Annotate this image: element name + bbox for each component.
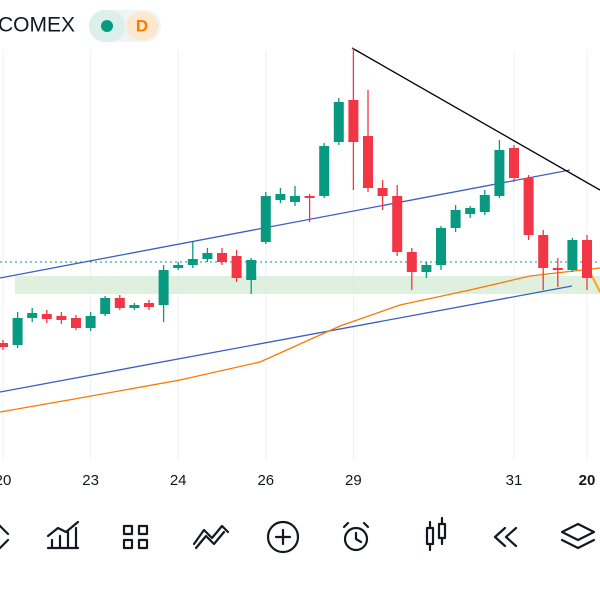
toolbar-layouts[interactable] [122,524,149,550]
candle-body [465,208,476,214]
status-dot [101,20,113,32]
moving-average [0,267,600,413]
trend-line [351,47,600,191]
toolbar-back[interactable] [0,524,10,550]
candle-body [187,259,198,265]
candle-body [450,210,461,228]
candle-body [363,136,373,188]
toolbar-add-plus [274,528,292,546]
symbol-exchange: COMEX [0,14,75,37]
candles [0,48,592,350]
candle-body [217,253,227,262]
candle-body [421,265,432,272]
candle-body [509,148,519,178]
toolbar [0,516,596,554]
toolbar-drawings[interactable] [192,524,230,550]
candle-body [348,100,359,142]
candle-body [12,318,23,345]
candle-body [538,235,549,268]
candle-body [406,252,417,272]
channel-upper [0,169,571,279]
x-tick-label: 24 [170,472,187,489]
x-tick-label: 29 [345,472,362,489]
x-tick-label: 26 [257,472,274,489]
toolbar-add[interactable] [266,520,300,554]
x-tick-label: 31 [506,472,523,489]
candle-body [129,305,140,308]
x-axis: 20 23 24 26 29 31 20 [0,472,595,489]
candle-body [173,265,184,268]
candle-body [158,270,169,305]
candle-body [523,178,534,235]
candle-body [582,240,592,278]
candle-body [41,314,52,319]
candle-body [56,316,67,320]
support-zone [15,276,600,294]
candle-body [260,196,271,242]
candle-body [71,318,81,328]
x-tick-label: 20 [0,472,11,489]
interval-label: D [136,16,148,35]
candle-body [202,253,213,259]
toolbar-alert-hands [342,521,370,544]
toolbar-objects[interactable] [560,522,596,550]
candle-body [85,316,96,328]
candle-body [319,146,330,196]
toolbar-alert[interactable] [343,526,369,552]
candle-body [246,260,257,280]
candle-body [552,268,563,270]
channel-lower [0,285,573,393]
candle-body [377,188,388,196]
candle-body [0,343,8,347]
candle-body [114,298,125,308]
candle-body [100,298,111,314]
candle-body [144,303,154,307]
toolbar-replay[interactable] [493,526,518,548]
candle-body [436,228,446,265]
toolbar-indicators[interactable] [46,520,80,550]
candle-body [494,150,505,196]
candle-body [479,195,490,212]
x-tick-label: 20 [579,472,596,489]
candle-body [333,102,344,142]
plot-area [2,50,588,460]
candle-body [392,196,403,252]
candle-body [275,194,286,200]
candle-body [304,196,315,198]
x-tick-label: 23 [82,472,99,489]
candle-body [231,256,242,278]
candle-body [567,240,578,270]
candle-body [27,313,38,318]
interval-pill [126,12,158,40]
candle-body [290,196,300,202]
toolbar-chart-type[interactable] [425,516,447,552]
